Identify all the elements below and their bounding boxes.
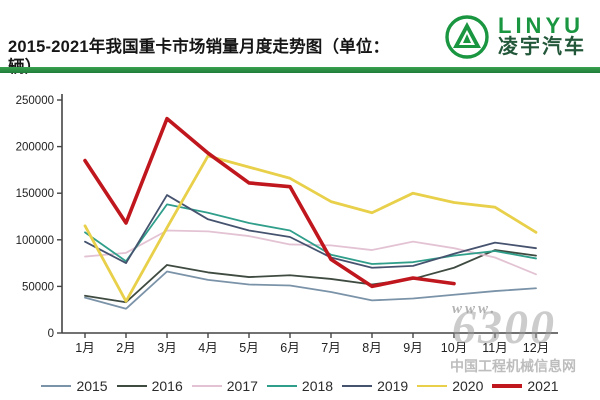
legend-item-2016: 2016 xyxy=(116,378,183,394)
legend-item-2018: 2018 xyxy=(266,378,334,394)
x-axis-label: 11月 xyxy=(482,341,507,355)
series-line-2021 xyxy=(83,116,456,289)
legend-item-2017: 2017 xyxy=(191,378,258,394)
y-axis-label: 150000 xyxy=(16,188,54,200)
chart-legend: 2015 2016 2017 2018 2019 2020 2021 xyxy=(0,374,600,398)
legend-label-2016: 2016 xyxy=(151,378,183,394)
x-axis-label: 4月 xyxy=(198,341,217,355)
series-line-2016 xyxy=(84,249,537,304)
legend-item-2019: 2019 xyxy=(342,378,408,394)
y-axis-label: 250000 xyxy=(16,95,54,107)
series-line-2017 xyxy=(84,229,537,276)
series-line-2015 xyxy=(84,270,537,310)
legend-item-2015: 2015 xyxy=(41,378,108,394)
brand-name-en: LINYU xyxy=(498,12,584,38)
legend-swatch-2016 xyxy=(116,384,147,388)
legend-swatch-2017 xyxy=(191,384,222,388)
y-axis-label: 200000 xyxy=(16,142,54,154)
legend-label-2020: 2020 xyxy=(452,378,484,394)
x-axis-label: 10月 xyxy=(441,341,467,355)
legend-label-2018: 2018 xyxy=(301,378,334,394)
brand-logo: LINYU 凌宇汽车 xyxy=(442,10,586,62)
x-axis-label: 5月 xyxy=(239,341,258,355)
x-axis-label: 7月 xyxy=(321,341,340,355)
series-line-2018 xyxy=(84,203,537,265)
series-line-2019 xyxy=(84,194,537,269)
legend-label-2017: 2017 xyxy=(226,378,258,394)
y-axis-label: 0 xyxy=(48,328,54,340)
y-axis-label: 50000 xyxy=(22,281,54,293)
x-axis-label: 8月 xyxy=(362,341,381,355)
legend-label-2019: 2019 xyxy=(377,378,409,394)
legend-swatch-2020 xyxy=(417,384,448,388)
y-axis-label: 100000 xyxy=(16,235,54,247)
legend-item-2021: 2021 xyxy=(492,378,559,394)
x-axis-label: 3月 xyxy=(157,341,176,355)
x-axis-label: 9月 xyxy=(403,341,422,355)
legend-label-2021: 2021 xyxy=(527,378,559,394)
chart-area: 0 50000 100000 150000 200000 250000 1月 2月 3月 4月 5月… xyxy=(0,80,600,372)
legend-label-2015: 2015 xyxy=(76,378,108,394)
trend-line-chart: 0 50000 100000 150000 200000 250000 1月 2月 3月 4月 5月… xyxy=(16,94,558,355)
x-axis-label: 1月 xyxy=(75,341,94,355)
legend-swatch-2018 xyxy=(266,384,297,388)
header-divider xyxy=(0,67,600,73)
legend-swatch-2015 xyxy=(41,384,72,388)
x-axis-label: 12月 xyxy=(523,341,549,355)
brand-name-cn: 凌宇汽车 xyxy=(498,36,586,59)
x-axis-label: 2月 xyxy=(116,341,135,355)
legend-swatch-2021 xyxy=(492,384,523,388)
x-axis-label: 6月 xyxy=(280,341,299,355)
legend-swatch-2019 xyxy=(342,384,373,388)
series-line-2020 xyxy=(83,154,538,303)
linyu-logo-icon xyxy=(442,10,492,62)
legend-item-2020: 2020 xyxy=(417,378,483,394)
brand-text: LINYU 凌宇汽车 xyxy=(498,14,586,58)
